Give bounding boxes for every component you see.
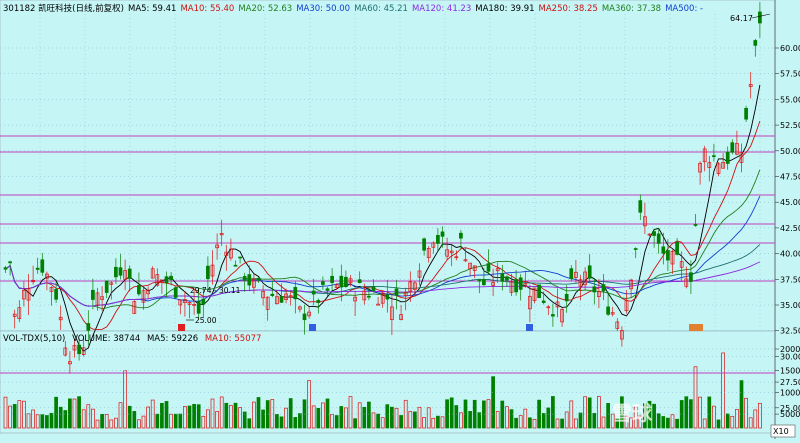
volume-tick-label: 10000 xyxy=(780,388,800,397)
price-tick-label: 60.00 xyxy=(780,44,800,53)
volume-ma5: MA5: 59226 xyxy=(147,334,198,344)
price-axis: 60.00 57.50 55.00 52.50 50.00 47.50 45.00 42.50… xyxy=(0,44,800,413)
volume-axis: 20000 15000 10000 5000 xyxy=(0,345,800,419)
ma-legend-9: MA500: - xyxy=(665,4,703,14)
price-tick-label: 25.00 xyxy=(780,404,800,413)
ma-legend-7: MA250: 38.25 xyxy=(539,4,598,14)
price-tick-label: 47.50 xyxy=(780,173,800,182)
price-tick-label: 32.50 xyxy=(780,327,800,336)
volume-header: VOL-TDX(5,10) VOLUME: 38744 MA5: 59226 M… xyxy=(3,334,261,344)
unit-box xyxy=(770,424,796,438)
chart-header: 301182 凯旺科技(日线,前复权) MA5: 59.41 MA10: 55.40… xyxy=(3,3,703,14)
ma-legend-5: MA120: 41.23 xyxy=(412,4,471,14)
ma-legend-8: MA360: 37.38 xyxy=(602,4,661,14)
price-tick-label: 27.50 xyxy=(780,378,800,387)
ma-legend-6: MA180: 39.91 xyxy=(475,4,534,14)
ma-legend-2: MA20: 52.63 xyxy=(238,4,292,14)
price-tick-label: 40.00 xyxy=(780,250,800,259)
volume-tick-label: 15000 xyxy=(780,367,800,376)
volume-title: VOL-TDX(5,10) xyxy=(3,334,65,344)
price-tick-label: 50.00 xyxy=(780,147,800,156)
price-tick-label: 42.50 xyxy=(780,224,800,233)
event-marker[interactable] xyxy=(178,324,185,331)
stock-code-title: 301182 凯旺科技(日线,前复权) xyxy=(3,3,124,14)
gridlines xyxy=(39,14,761,331)
volume-unit: X10 xyxy=(773,427,789,436)
event-marker[interactable] xyxy=(689,324,703,331)
price-tick-label: 37.50 xyxy=(780,275,800,284)
price-tick-label: 52.50 xyxy=(780,121,800,130)
low-price-label: 25.00 xyxy=(195,316,217,325)
ma-legend-4: MA60: 45.21 xyxy=(354,4,408,14)
price-tick-label: 35.00 xyxy=(780,301,800,310)
price-tick-label: 57.50 xyxy=(780,70,800,79)
volume-tick-label: 20000 xyxy=(780,345,800,354)
event-marker[interactable] xyxy=(526,324,533,331)
volume-value: VOLUME: 38744 xyxy=(72,334,140,344)
candlesticks xyxy=(3,2,762,374)
range-label: 29.74 - 30.11 xyxy=(190,286,241,295)
volume-ma10: MA10: 55077 xyxy=(205,334,262,344)
event-marker[interactable] xyxy=(309,324,316,331)
volume-tick-label: 5000 xyxy=(780,410,800,419)
price-tick-label: 30.00 xyxy=(780,352,800,361)
ma-legend-0: MA5: 59.41 xyxy=(128,4,176,14)
ma-legend-3: MA30: 50.00 xyxy=(296,4,350,14)
price-tick-label: 55.00 xyxy=(780,95,800,104)
price-tick-label: 45.00 xyxy=(780,198,800,207)
ma-legend-1: MA10: 55.40 xyxy=(180,4,234,14)
watermark: 雪球 xyxy=(612,401,653,425)
high-price-label: 64.17 xyxy=(730,14,753,23)
volume-bars xyxy=(3,352,762,429)
